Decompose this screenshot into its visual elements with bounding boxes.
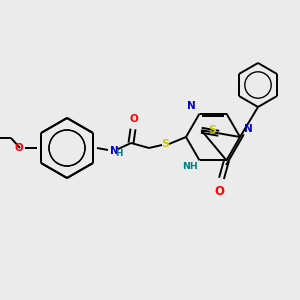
Text: N: N [187,100,196,111]
Text: O: O [130,114,138,124]
Text: O: O [14,143,23,153]
Text: S: S [161,139,169,149]
Text: NH: NH [182,162,197,171]
Text: N: N [244,124,253,134]
Text: S: S [208,125,216,135]
Text: N: N [110,146,119,156]
Text: O: O [214,185,224,198]
Text: H: H [115,149,122,158]
